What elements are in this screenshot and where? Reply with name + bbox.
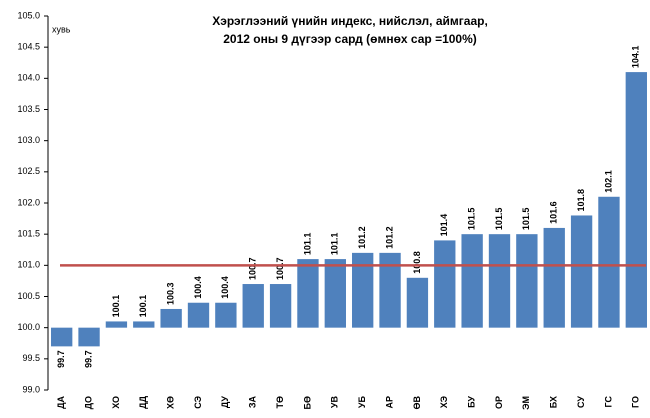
y-tick-label: 100.0 — [17, 322, 40, 332]
value-label: 101.5 — [494, 208, 504, 231]
x-tick-label: ТӨ — [275, 396, 285, 409]
x-tick-label: ДА — [56, 396, 66, 409]
y-tick-label: 105.0 — [17, 10, 40, 20]
value-label: 101.1 — [330, 233, 340, 256]
x-tick-label: ХЭ — [439, 395, 449, 408]
value-label: 101.6 — [549, 201, 559, 224]
x-tick-label: ГС — [603, 396, 613, 408]
bar — [570, 215, 593, 328]
value-label: 100.1 — [138, 295, 148, 318]
x-tick-label: ДУ — [220, 396, 230, 409]
bar — [488, 234, 511, 328]
bar — [625, 72, 647, 328]
bar — [105, 321, 128, 328]
bar — [215, 302, 237, 328]
bar — [516, 234, 538, 328]
value-label: 100.7 — [275, 258, 285, 281]
bar — [269, 284, 292, 328]
x-tick-label: ГО — [631, 396, 641, 408]
value-label: 104.1 — [631, 46, 641, 69]
y-tick-label: 104.0 — [17, 73, 40, 83]
bar — [598, 196, 620, 328]
value-label: 100.4 — [193, 276, 203, 299]
x-tick-label: ДД — [138, 395, 148, 408]
y-tick-label: 103.5 — [17, 104, 40, 114]
bar — [242, 284, 264, 328]
value-label: 101.2 — [384, 226, 394, 249]
x-tick-label: ХО — [111, 396, 121, 409]
x-tick-label: ОР — [494, 396, 504, 409]
y-tick-label: 104.5 — [17, 42, 40, 52]
bar — [406, 277, 429, 328]
x-tick-label: БУ — [467, 396, 477, 408]
y-tick-label: 100.5 — [17, 291, 40, 301]
bar — [379, 252, 401, 328]
value-label: 99.7 — [83, 350, 93, 368]
value-label: 101.5 — [521, 208, 531, 231]
y-tick-label: 99.0 — [22, 384, 40, 394]
chart-title: 2012 оны 9 дүгээр сард (өмнөх сар =100%) — [223, 32, 477, 46]
bar — [297, 259, 319, 328]
y-tick-label: 102.5 — [17, 166, 40, 176]
x-tick-label: БХ — [549, 396, 559, 408]
bar — [51, 327, 73, 347]
value-label: 101.2 — [357, 226, 367, 249]
value-label: 101.4 — [439, 214, 449, 237]
y-tick-label: 99.5 — [22, 353, 40, 363]
x-tick-label: ӨВ — [412, 395, 422, 409]
value-label: 100.7 — [248, 258, 258, 281]
x-tick-label: СУ — [576, 396, 586, 408]
x-tick-label: ХӨ — [166, 396, 176, 409]
bar — [133, 321, 155, 328]
bar — [434, 240, 456, 328]
chart-title: Хэрэглээний үнийн индекс, нийслэл, аймга… — [212, 14, 488, 28]
x-tick-label: УБ — [357, 395, 367, 408]
bar — [461, 234, 483, 328]
value-label: 100.3 — [166, 282, 176, 305]
y-unit-label: хувь — [52, 24, 71, 34]
bar — [78, 327, 100, 347]
value-label: 99.7 — [56, 350, 66, 368]
value-label: 100.1 — [111, 295, 121, 318]
bar — [324, 259, 346, 328]
value-label: 101.1 — [302, 233, 312, 256]
bar — [352, 252, 374, 328]
value-label: 100.8 — [412, 251, 422, 274]
x-tick-label: УВ — [330, 396, 340, 409]
y-tick-label: 103.0 — [17, 135, 40, 145]
bar — [543, 227, 565, 328]
value-label: 100.4 — [220, 276, 230, 299]
value-label: 101.5 — [467, 208, 477, 231]
x-tick-label: БӨ — [302, 396, 312, 409]
y-tick-label: 102.0 — [17, 197, 40, 207]
y-tick-label: 101.0 — [17, 260, 40, 270]
x-tick-label: АР — [384, 396, 394, 409]
y-tick-label: 101.5 — [17, 229, 40, 239]
value-label: 101.8 — [576, 189, 586, 212]
x-tick-label: ДО — [83, 396, 93, 409]
bar — [187, 302, 210, 328]
bar — [160, 308, 182, 328]
value-label: 102.1 — [603, 170, 613, 193]
x-tick-label: ЭМ — [521, 396, 531, 410]
x-tick-label: ЗА — [248, 396, 258, 409]
x-tick-label: СЭ — [193, 395, 203, 408]
